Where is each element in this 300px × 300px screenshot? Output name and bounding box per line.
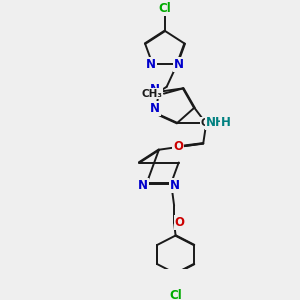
Text: O: O <box>173 140 183 152</box>
Text: N: N <box>146 58 156 71</box>
Text: CH₃: CH₃ <box>201 118 222 128</box>
Text: O: O <box>175 216 184 229</box>
Text: N: N <box>174 58 184 71</box>
Text: H: H <box>220 116 230 129</box>
Text: N: N <box>138 179 148 192</box>
Text: NH: NH <box>206 116 226 129</box>
Text: N: N <box>150 82 160 96</box>
Text: Cl: Cl <box>169 289 182 300</box>
Text: Cl: Cl <box>158 2 171 15</box>
Text: N: N <box>150 102 160 115</box>
Text: CH₃: CH₃ <box>142 88 163 99</box>
Text: N: N <box>170 179 180 192</box>
